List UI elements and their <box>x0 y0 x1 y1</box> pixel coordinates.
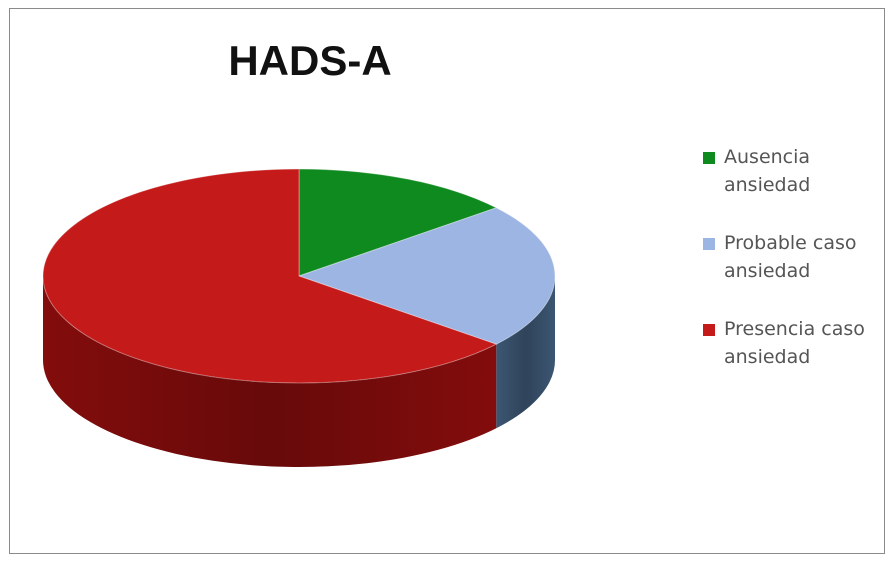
pie-sides <box>43 276 555 467</box>
legend: Ausencia ansiedad Probable caso ansiedad… <box>703 143 888 401</box>
legend-item-presencia: Presencia caso ansiedad <box>703 315 888 371</box>
legend-swatch <box>703 324 715 336</box>
legend-swatch <box>703 152 715 164</box>
pie-slice-ausencia <box>298 168 498 277</box>
pie-side-shading <box>43 276 497 467</box>
legend-item-probable: Probable caso ansiedad <box>703 229 888 285</box>
legend-label: Ausencia ansiedad <box>724 146 811 196</box>
pie-slice-probable <box>297 207 556 345</box>
legend-label: Presencia caso ansiedad <box>724 318 865 368</box>
pie-side-shading <box>496 276 555 429</box>
legend-swatch <box>703 238 715 250</box>
legend-label: Probable caso ansiedad <box>724 232 857 282</box>
chart-title: HADS-A <box>228 37 392 84</box>
pie-tops <box>42 168 556 384</box>
legend-item-ausencia: Ausencia ansiedad <box>703 143 888 199</box>
pie-slice-presencia <box>42 168 498 384</box>
